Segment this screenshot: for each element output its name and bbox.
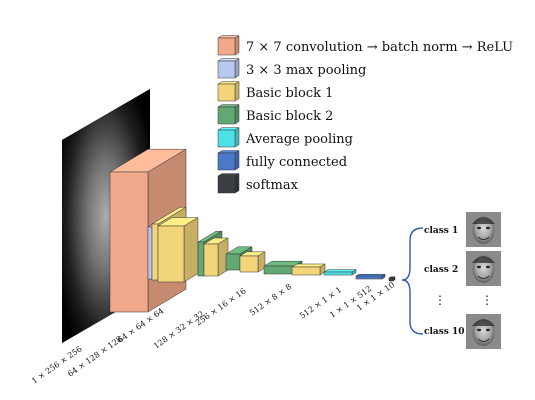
legend-item: 7 × 7 convolution → batch norm → ReLU (217, 35, 513, 56)
face-thumbnails (466, 212, 501, 349)
legend-label: Basic block 2 (246, 109, 333, 124)
face-thumbnail-icon (466, 314, 501, 349)
legend-item: softmax (217, 173, 299, 194)
fc-layer-block (355, 273, 386, 280)
class-ellipsis: ⋮ (434, 293, 446, 307)
softmax-layer-block (388, 276, 396, 282)
conv-swatch-icon (217, 35, 240, 56)
avgpool-layer-block (323, 269, 357, 276)
dimension-label: 256 × 16 × 16 (194, 286, 248, 327)
block2-swatch-icon (217, 104, 240, 125)
legend-label: Average pooling (245, 132, 353, 147)
softmax-swatch-icon (217, 173, 240, 194)
block1-layer-e (291, 263, 326, 276)
legend-item: fully connected (217, 150, 347, 171)
face-ellipsis: ⋮ (481, 293, 493, 307)
maxpool-swatch-icon (217, 58, 240, 79)
class-label-2: class 2 (424, 265, 458, 275)
legend-label: 3 × 3 max pooling (246, 63, 366, 78)
legend-swatch-box (217, 127, 240, 148)
legend-item: Basic block 2 (217, 104, 333, 125)
output-brace (401, 227, 424, 335)
legend-item: Basic block 1 (217, 81, 333, 102)
class-label-10: class 10 (424, 327, 465, 337)
legend: 7 × 7 convolution → batch norm → ReLU 3 ×… (217, 35, 513, 194)
block1-swatch-icon (217, 81, 240, 102)
legend-item: 3 × 3 max pooling (217, 58, 366, 79)
legend-item: Average pooling (217, 127, 353, 148)
legend-label: 7 × 7 convolution → batch norm → ReLU (246, 40, 513, 55)
block1-layer-d (239, 251, 266, 273)
legend-swatch-box (217, 58, 240, 79)
face-thumbnail-icon (466, 212, 501, 247)
legend-label: softmax (246, 178, 299, 193)
block1-layer-b (157, 217, 199, 283)
class-label-1: class 1 (424, 226, 458, 236)
legend-swatch-box (217, 81, 240, 102)
avgpool-swatch-icon (217, 127, 240, 148)
legend-swatch-box (217, 35, 240, 56)
legend-label: fully connected (246, 155, 347, 170)
block1-layer-c (203, 237, 229, 277)
legend-swatch-box (217, 150, 240, 171)
legend-swatch-box (217, 104, 240, 125)
legend-swatch-box (217, 173, 240, 194)
layer-blocks (109, 148, 396, 313)
face-thumbnail-icon (466, 251, 501, 286)
legend-label: Basic block 1 (246, 86, 333, 101)
fc-swatch-icon (217, 150, 240, 171)
output-classes: class 1 class 2 class 10 ⋮ ⋮ (401, 212, 501, 349)
dimension-label: 512 × 8 × 8 (248, 282, 293, 317)
